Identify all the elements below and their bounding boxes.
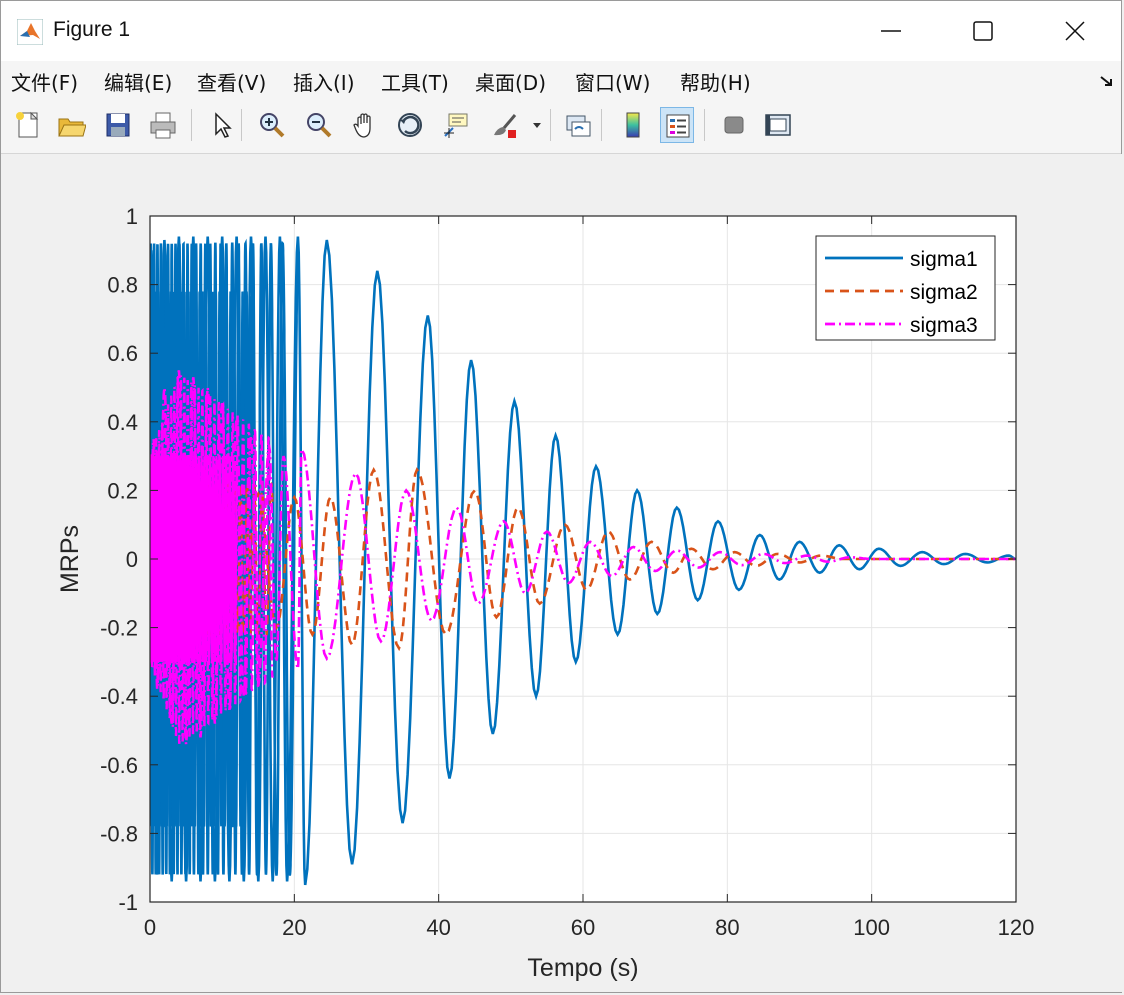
legend-label-sigma1: sigma1 <box>910 248 978 271</box>
zoom-in-button[interactable] <box>254 107 288 143</box>
brush-icon <box>494 114 517 138</box>
toolbar-separator <box>601 109 602 141</box>
minimize-button[interactable] <box>845 1 937 61</box>
link-plot-button[interactable] <box>561 107 595 143</box>
y-tick-label: -0.6 <box>100 753 138 778</box>
y-tick-label: 0.4 <box>107 410 138 435</box>
y-tick-label: 0.2 <box>107 478 138 503</box>
y-tick-label: -0.8 <box>100 821 138 846</box>
menu-item-6[interactable]: 窗口(W) <box>575 71 651 95</box>
legend-icon <box>666 114 690 138</box>
show-plot-tools-icon <box>765 114 791 136</box>
save-icon <box>106 113 130 137</box>
menu-item-1[interactable]: 编辑(E) <box>104 71 173 95</box>
rotate-3d-button[interactable] <box>393 107 427 143</box>
minimize-icon <box>881 30 901 32</box>
toolbar-separator <box>704 109 705 141</box>
show-plot-tools-button[interactable] <box>761 107 795 143</box>
new-figure-icon <box>16 111 39 138</box>
legend-label-sigma3: sigma3 <box>910 314 978 337</box>
series-sigma3-line <box>150 370 1016 745</box>
figure-canvas[interactable]: 0 20 40 60 80 100 120 -1 -0.8 -0.6 -0.4 -0.2 0 0.2 0.4… <box>1 154 1123 992</box>
brush-button[interactable] <box>487 107 521 143</box>
hide-plot-tools-button[interactable] <box>717 107 751 143</box>
y-tick-label: 0.6 <box>107 341 138 366</box>
zoom-in-icon <box>260 113 285 138</box>
toolbar-separator <box>191 109 192 141</box>
close-button[interactable] <box>1029 1 1121 61</box>
print-icon <box>150 112 176 139</box>
brush-dropdown-button[interactable] <box>529 107 543 143</box>
y-tick-label: 1 <box>126 204 138 229</box>
line-chart[interactable]: 0 20 40 60 80 100 120 -1 -0.8 -0.6 -0.4 -0.2 0 0.2 0.4… <box>1 154 1123 992</box>
legend[interactable]: sigma1 sigma2 sigma3 <box>815 235 996 341</box>
data-cursor-icon <box>444 113 468 138</box>
pointer-button[interactable] <box>205 107 239 143</box>
menu-item-2[interactable]: 查看(V) <box>197 71 267 95</box>
zoom-out-button[interactable] <box>301 107 335 143</box>
dock-arrow-icon[interactable] <box>1099 73 1115 89</box>
window-title: Figure 1 <box>53 18 131 41</box>
pan-hand-button[interactable] <box>348 107 382 143</box>
figure-toolbar <box>1 99 1121 154</box>
y-tick-label: -0.4 <box>100 684 138 709</box>
pan-hand-icon <box>353 113 371 138</box>
title-bar: Figure 1 <box>1 1 1121 61</box>
legend-button[interactable] <box>660 107 694 143</box>
x-tick-label: 100 <box>853 915 890 940</box>
rotate-3d-icon <box>398 113 422 137</box>
pointer-icon <box>215 112 232 138</box>
new-figure-button[interactable] <box>11 107 45 143</box>
toolbar-separator <box>241 109 242 141</box>
menu-item-3[interactable]: 插入(I) <box>293 71 355 95</box>
colorbar-icon <box>626 112 640 138</box>
colorbar-button[interactable] <box>616 107 650 143</box>
series-sigma3-dense-2 <box>150 453 238 666</box>
menu-item-0[interactable]: 文件(F) <box>11 71 79 95</box>
maximize-button[interactable] <box>937 1 1029 61</box>
chevron-down-icon <box>533 123 541 128</box>
series-group <box>150 236 1016 886</box>
link-plot-icon <box>566 115 591 137</box>
menu-item-5[interactable]: 桌面(D) <box>475 71 547 95</box>
y-tick-label: -0.2 <box>100 616 138 641</box>
x-tick-label: 120 <box>998 915 1035 940</box>
data-cursor-button[interactable] <box>439 107 473 143</box>
zoom-out-icon <box>307 113 332 138</box>
y-axis-label: MRPs <box>56 525 84 593</box>
x-tick-label: 20 <box>282 915 306 940</box>
matlab-logo-icon <box>17 19 43 45</box>
x-tick-label: 80 <box>715 915 739 940</box>
x-tick-label: 60 <box>571 915 595 940</box>
close-icon <box>1065 21 1085 41</box>
x-axis-label: Tempo (s) <box>527 954 638 982</box>
legend-label-sigma2: sigma2 <box>910 281 978 304</box>
series-sigma2-line <box>150 454 1016 652</box>
y-tick-label: 0 <box>126 547 138 572</box>
x-tick-label: 40 <box>426 915 450 940</box>
print-button[interactable] <box>146 107 180 143</box>
menu-item-7[interactable]: 帮助(H) <box>680 71 751 95</box>
open-file-button[interactable] <box>54 107 88 143</box>
menu-item-4[interactable]: 工具(T) <box>381 71 449 95</box>
x-tick-label: 0 <box>144 915 156 940</box>
hide-plot-tools-icon <box>724 116 744 134</box>
maximize-icon <box>973 21 993 41</box>
y-tick-label: -1 <box>118 890 138 915</box>
y-tick-label: 0.8 <box>107 273 138 298</box>
open-file-icon <box>58 118 86 137</box>
menu-bar: 文件(F) 编辑(E) 查看(V) 插入(I) 工具(T) 桌面(D) 窗口(W) 帮助(H) <box>1 61 1121 99</box>
save-button[interactable] <box>101 107 135 143</box>
toolbar-separator <box>550 109 551 141</box>
